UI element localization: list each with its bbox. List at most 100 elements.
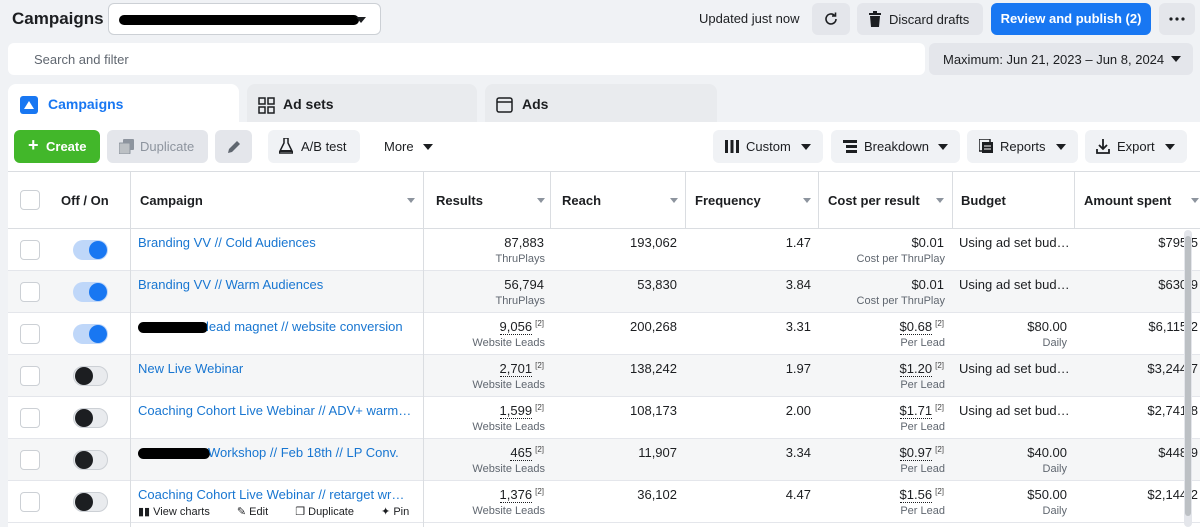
duplicate-label: Duplicate bbox=[308, 506, 354, 518]
sort-icon[interactable] bbox=[936, 198, 944, 203]
export-label: Export bbox=[1117, 139, 1155, 154]
campaign-name-link[interactable]: Coaching Cohort Live Webinar // ADV+ war… bbox=[138, 403, 413, 418]
attribution-footnote: [2] bbox=[935, 319, 944, 328]
results-type: Website Leads bbox=[472, 505, 545, 517]
duplicate-button[interactable]: Duplicate bbox=[107, 130, 208, 163]
export-dropdown[interactable]: Export bbox=[1085, 130, 1187, 163]
column-header-budget[interactable]: Budget bbox=[953, 172, 1074, 229]
frequency-value: 3.84 bbox=[785, 277, 811, 292]
results-value: 465 bbox=[510, 445, 533, 461]
sort-icon[interactable] bbox=[803, 198, 811, 203]
budget-value: Using ad set bud… bbox=[959, 361, 1070, 376]
status-toggle[interactable] bbox=[73, 324, 108, 344]
reports-dropdown[interactable]: Reports bbox=[967, 130, 1078, 163]
table-row[interactable]: Branding VV // Cold Audiences 87,883 Thr… bbox=[8, 229, 1200, 271]
column-header-results[interactable]: Results bbox=[424, 172, 550, 229]
ellipsis-icon bbox=[1169, 17, 1185, 21]
columns-icon bbox=[725, 140, 739, 153]
status-toggle[interactable] bbox=[73, 240, 108, 260]
row-checkbox[interactable] bbox=[20, 492, 40, 512]
column-header-off-on[interactable]: Off / On bbox=[50, 172, 130, 229]
cost-per-result-cell: $0.01 bbox=[911, 235, 944, 250]
tab-ad-sets[interactable]: Ad sets bbox=[247, 84, 477, 124]
campaign-name-link[interactable]: New Live Webinar bbox=[138, 361, 413, 376]
more-dropdown[interactable]: More bbox=[368, 130, 444, 163]
column-label: Cost per result bbox=[828, 193, 920, 208]
view-charts-action[interactable]: ▮▮ View charts bbox=[138, 506, 210, 518]
results-value: 87,883 bbox=[504, 235, 544, 250]
campaign-name-link[interactable]: lead magnet // website conversion bbox=[138, 319, 413, 334]
tab-campaigns[interactable]: Campaigns bbox=[8, 84, 239, 124]
row-checkbox[interactable] bbox=[20, 408, 40, 428]
campaign-name-link[interactable]: Coaching Cohort Live Webinar // retarget… bbox=[138, 487, 413, 502]
trash-icon bbox=[869, 11, 881, 27]
status-toggle[interactable] bbox=[73, 450, 108, 470]
select-all-checkbox[interactable] bbox=[20, 190, 40, 210]
date-range-picker[interactable]: Maximum: Jun 21, 2023 – Jun 8, 2024 bbox=[929, 43, 1193, 75]
search-input[interactable] bbox=[8, 43, 925, 75]
breakdown-dropdown[interactable]: Breakdown bbox=[831, 130, 960, 163]
discard-drafts-button[interactable]: Discard drafts bbox=[857, 3, 983, 35]
refresh-button[interactable] bbox=[812, 3, 850, 35]
budget-value: $50.00 bbox=[1027, 487, 1067, 502]
review-publish-button[interactable]: Review and publish (2) bbox=[991, 3, 1151, 35]
table-row[interactable]: Coaching Cohort Live Webinar // retarget… bbox=[8, 481, 1200, 523]
table-row[interactable]: Coaching Cohort Live Webinar // ADV+ war… bbox=[8, 397, 1200, 439]
ad-icon bbox=[496, 97, 513, 113]
row-checkbox[interactable] bbox=[20, 450, 40, 470]
reports-icon bbox=[979, 139, 993, 153]
column-label: Budget bbox=[961, 193, 1006, 208]
cost-per-result-cell: $0.68 [2] bbox=[899, 319, 944, 335]
campaign-name-link[interactable]: Branding VV // Cold Audiences bbox=[138, 235, 413, 250]
sort-icon[interactable] bbox=[670, 198, 678, 203]
attribution-footnote: [2] bbox=[935, 361, 944, 370]
account-selector[interactable] bbox=[108, 3, 381, 35]
status-toggle[interactable] bbox=[73, 366, 108, 386]
results-value: 2,701 bbox=[499, 361, 533, 377]
status-toggle[interactable] bbox=[73, 408, 108, 428]
table-row[interactable]: Workshop // Feb 18th // LP Conv. 465 [2] … bbox=[8, 439, 1200, 481]
campaign-name: Coaching Cohort Live Webinar // retarget… bbox=[138, 487, 413, 502]
pin-action[interactable]: ✦ Pin bbox=[381, 506, 410, 518]
column-header-cost-per-result[interactable]: Cost per result bbox=[819, 172, 952, 229]
sort-icon[interactable] bbox=[537, 198, 545, 203]
row-checkbox[interactable] bbox=[20, 282, 40, 302]
status-toggle[interactable] bbox=[73, 492, 108, 512]
campaign-name: Branding VV // Cold Audiences bbox=[138, 235, 316, 250]
table-row[interactable]: New Live Webinar 2,701 [2] Website Leads … bbox=[8, 355, 1200, 397]
scrollbar-thumb[interactable] bbox=[1185, 236, 1191, 516]
tab-ads[interactable]: Ads bbox=[485, 84, 717, 124]
duplicate-action[interactable]: ❐ Duplicate bbox=[295, 506, 354, 518]
results-type: ThruPlays bbox=[495, 295, 545, 307]
cost-per-result-cell: $0.01 bbox=[911, 277, 944, 292]
flask-icon bbox=[279, 138, 293, 154]
create-button[interactable]: + Create bbox=[14, 130, 100, 163]
campaign-name: Branding VV // Warm Audiences bbox=[138, 277, 324, 292]
column-header-amount-spent[interactable]: Amount spent bbox=[1075, 172, 1200, 229]
status-toggle[interactable] bbox=[73, 282, 108, 302]
ab-test-button[interactable]: A/B test bbox=[268, 130, 360, 163]
campaign-name-link[interactable]: Branding VV // Warm Audiences bbox=[138, 277, 413, 292]
edit-button[interactable] bbox=[215, 130, 252, 163]
table-row[interactable]: Branding VV // Warm Audiences 56,794 Thr… bbox=[8, 271, 1200, 313]
campaign-name-link[interactable]: Workshop // Feb 18th // LP Conv. bbox=[138, 445, 413, 460]
column-header-campaign[interactable]: Campaign bbox=[130, 172, 423, 229]
row-checkbox[interactable] bbox=[20, 240, 40, 260]
table-row[interactable]: lead magnet // website conversion 9,056[… bbox=[8, 313, 1200, 355]
column-header-frequency[interactable]: Frequency bbox=[686, 172, 818, 229]
chevron-down-icon bbox=[801, 144, 811, 150]
chevron-down-icon bbox=[1165, 144, 1175, 150]
results-cell: 56,794 bbox=[504, 277, 544, 292]
toggle-knob bbox=[89, 241, 107, 259]
sort-icon[interactable] bbox=[1191, 198, 1199, 203]
sort-icon[interactable] bbox=[407, 198, 415, 203]
row-checkbox[interactable] bbox=[20, 366, 40, 386]
edit-action[interactable]: ✎ Edit bbox=[236, 506, 269, 518]
column-header-reach[interactable]: Reach bbox=[551, 172, 685, 229]
chevron-down-icon bbox=[1171, 56, 1181, 62]
search-bar[interactable] bbox=[8, 43, 925, 75]
redacted-text bbox=[138, 448, 210, 460]
more-options-button[interactable] bbox=[1159, 3, 1195, 35]
columns-custom-dropdown[interactable]: Custom bbox=[713, 130, 823, 163]
row-checkbox[interactable] bbox=[20, 324, 40, 344]
